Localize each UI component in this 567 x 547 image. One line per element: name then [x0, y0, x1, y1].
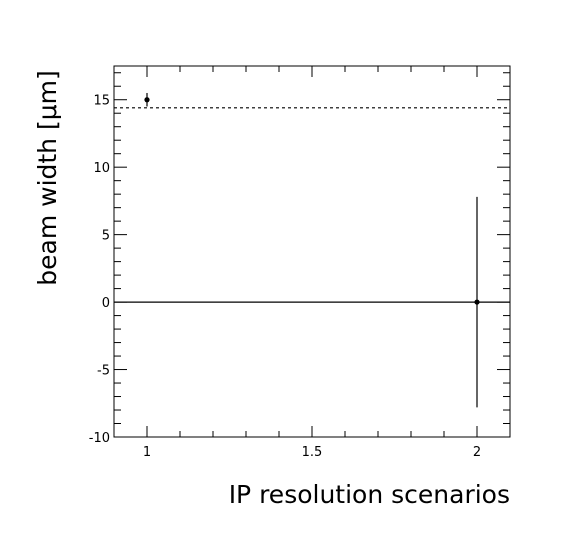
data-points: [144, 92, 480, 408]
data-point: [144, 97, 150, 103]
y-tick-label: -5: [97, 364, 110, 379]
y-tick-label: 5: [102, 229, 110, 244]
data-point: [474, 299, 480, 305]
x-axis-ticks: 1 1.5 2: [113, 66, 511, 460]
y-axis-ticks: -10 -5 0 5 10 15: [89, 72, 510, 446]
x-tick-label: 2: [473, 445, 481, 460]
y-tick-label: -10: [89, 431, 110, 446]
y-tick-label: 0: [102, 296, 110, 311]
y-tick-label: 15: [93, 94, 110, 109]
y-axis-title: beam width [μm]: [33, 70, 62, 286]
x-tick-label: 1.5: [302, 445, 323, 460]
x-axis-title: IP resolution scenarios: [229, 480, 510, 509]
plot-frame: [113, 65, 511, 438]
x-tick-label: 1: [143, 445, 151, 460]
reference-lines: [114, 107, 510, 303]
y-tick-label: 10: [93, 161, 110, 176]
